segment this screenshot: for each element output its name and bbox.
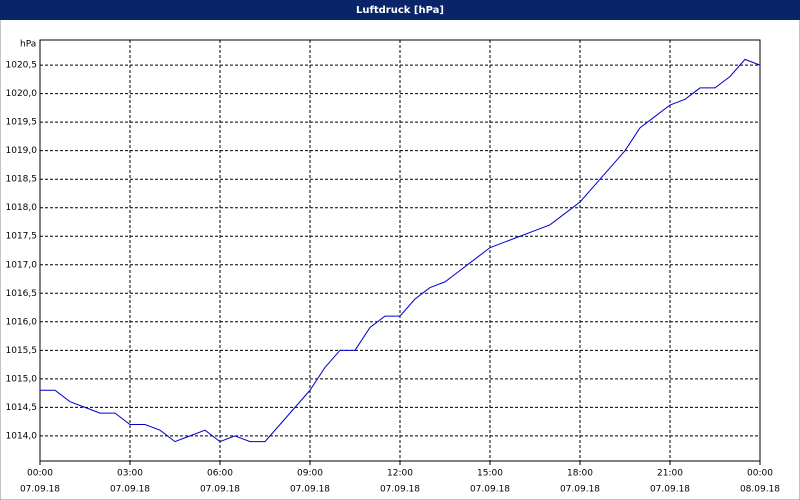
x-tick-date: 07.09.18 xyxy=(20,485,60,495)
x-tick-label: 03:00 xyxy=(117,469,143,479)
y-tick-label: 1016,0 xyxy=(6,317,38,327)
y-unit-label: hPa xyxy=(20,40,36,50)
x-tick-label: 18:00 xyxy=(567,469,593,479)
x-tick-date: 07.09.18 xyxy=(200,485,240,495)
y-tick-label: 1017,0 xyxy=(6,260,38,270)
x-tick-label: 09:00 xyxy=(297,469,323,479)
y-tick-label: 1020,0 xyxy=(6,89,38,99)
y-tick-label: 1017,5 xyxy=(6,232,38,242)
x-tick-label: 06:00 xyxy=(207,469,233,479)
y-tick-label: 1019,5 xyxy=(6,118,38,128)
chart-title: Luftdruck [hPa] xyxy=(356,5,444,16)
x-tick-date: 07.09.18 xyxy=(560,485,600,495)
x-tick-label: 00:00 xyxy=(747,469,773,479)
x-tick-date: 07.09.18 xyxy=(470,485,510,495)
y-tick-label: 1016,5 xyxy=(6,289,38,299)
x-tick-date: 07.09.18 xyxy=(650,485,690,495)
x-tick-date: 07.09.18 xyxy=(110,485,150,495)
data-line xyxy=(40,58,761,443)
y-tick-label: 1020,5 xyxy=(6,61,38,71)
x-tick-label: 15:00 xyxy=(477,469,503,479)
y-tick-label: 1014,0 xyxy=(6,431,38,441)
x-tick-label: 21:00 xyxy=(657,469,683,479)
y-tick-label: 1015,5 xyxy=(6,346,38,356)
x-tick-label: 00:00 xyxy=(27,469,53,479)
x-tick-label: 12:00 xyxy=(387,469,413,479)
x-tick-date: 07.09.18 xyxy=(290,485,330,495)
y-tick-label: 1015,0 xyxy=(6,374,38,384)
y-tick-label: 1018,5 xyxy=(6,175,38,185)
y-tick-label: 1018,0 xyxy=(6,203,38,213)
x-tick-date: 07.09.18 xyxy=(380,485,420,495)
x-tick-date: 08.09.18 xyxy=(740,485,780,495)
title-bar xyxy=(0,0,800,20)
y-tick-label: 1014,5 xyxy=(6,403,38,413)
y-tick-label: 1019,0 xyxy=(6,146,38,156)
